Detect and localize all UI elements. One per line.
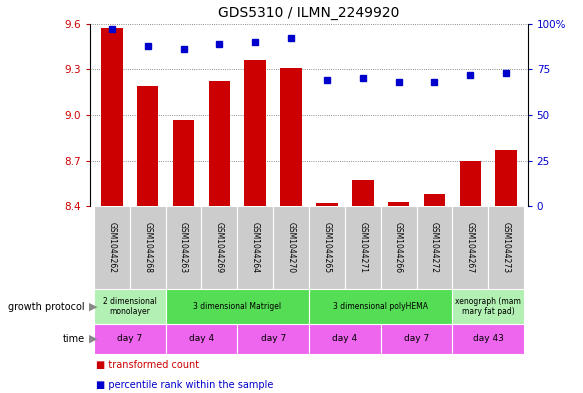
Text: GSM1044265: GSM1044265 (322, 222, 331, 273)
Bar (309, 289, 452, 324)
Text: GSM1044269: GSM1044269 (215, 222, 224, 273)
Title: GDS5310 / ILMN_2249920: GDS5310 / ILMN_2249920 (218, 6, 400, 20)
Text: day 43: day 43 (473, 334, 504, 343)
Text: ■ percentile rank within the sample: ■ percentile rank within the sample (96, 380, 273, 390)
Bar (459, 161, 481, 206)
Text: GSM1044268: GSM1044268 (143, 222, 152, 273)
Text: GSM1044270: GSM1044270 (287, 222, 296, 273)
Text: ■ transformed count: ■ transformed count (96, 360, 199, 371)
Bar (452, 324, 524, 354)
Bar (416, 206, 452, 289)
Bar (488, 206, 524, 289)
Bar (309, 324, 381, 354)
Text: day 7: day 7 (117, 334, 142, 343)
Text: 3 dimensional polyHEMA: 3 dimensional polyHEMA (333, 302, 428, 311)
Bar (273, 206, 309, 289)
Bar (209, 81, 230, 206)
Text: time: time (62, 334, 85, 344)
Text: 3 dimensional Matrigel: 3 dimensional Matrigel (193, 302, 282, 311)
Text: GSM1044273: GSM1044273 (501, 222, 511, 273)
Text: GSM1044267: GSM1044267 (466, 222, 475, 273)
Text: xenograph (mam
mary fat pad): xenograph (mam mary fat pad) (455, 297, 521, 316)
Bar (101, 28, 122, 206)
Bar (452, 206, 488, 289)
Text: day 4: day 4 (332, 334, 357, 343)
Text: day 7: day 7 (404, 334, 429, 343)
Bar (345, 206, 381, 289)
Text: GSM1044266: GSM1044266 (394, 222, 403, 273)
Bar (166, 324, 237, 354)
Bar (166, 206, 202, 289)
Bar (202, 206, 237, 289)
Bar (381, 324, 452, 354)
Bar (352, 180, 374, 206)
Bar (130, 206, 166, 289)
Bar (309, 206, 345, 289)
Bar (173, 119, 194, 206)
Text: GSM1044272: GSM1044272 (430, 222, 439, 273)
Text: GSM1044263: GSM1044263 (179, 222, 188, 273)
Bar (237, 206, 273, 289)
Text: day 4: day 4 (189, 334, 214, 343)
Bar (137, 86, 159, 206)
Text: day 7: day 7 (261, 334, 286, 343)
Bar (94, 324, 166, 354)
Bar (316, 203, 338, 206)
Text: growth protocol: growth protocol (8, 301, 85, 312)
Text: GSM1044262: GSM1044262 (107, 222, 117, 273)
Text: GSM1044264: GSM1044264 (251, 222, 260, 273)
Bar (452, 289, 524, 324)
Text: 2 dimensional
monolayer: 2 dimensional monolayer (103, 297, 157, 316)
Bar (166, 289, 309, 324)
Text: ▶: ▶ (89, 301, 98, 312)
Bar (424, 194, 445, 206)
Bar (381, 206, 416, 289)
Text: ▶: ▶ (89, 334, 98, 344)
Bar (237, 324, 309, 354)
Bar (280, 68, 302, 206)
Bar (388, 202, 409, 206)
Bar (244, 60, 266, 206)
Bar (496, 150, 517, 206)
Text: GSM1044271: GSM1044271 (358, 222, 367, 273)
Bar (94, 206, 130, 289)
Bar (94, 289, 166, 324)
